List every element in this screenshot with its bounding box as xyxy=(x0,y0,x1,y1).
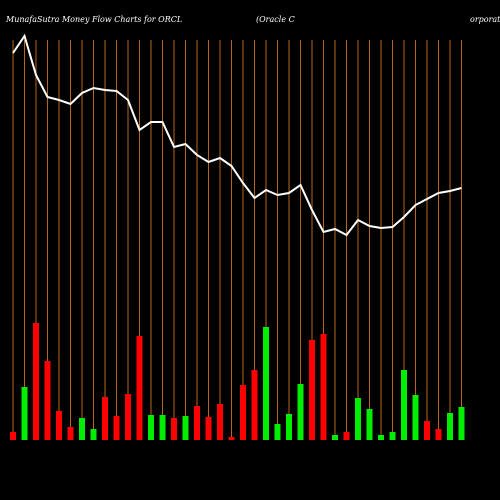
bar xyxy=(171,418,177,440)
price-line xyxy=(12,33,462,237)
bar xyxy=(320,334,327,440)
bar xyxy=(366,409,373,440)
bar xyxy=(33,323,39,440)
bar xyxy=(217,404,223,440)
bar xyxy=(90,429,97,440)
bar xyxy=(378,435,384,440)
bar xyxy=(10,432,16,440)
bar xyxy=(263,327,269,440)
bar xyxy=(355,398,361,440)
bar xyxy=(159,415,166,440)
bar xyxy=(182,416,189,440)
bar xyxy=(240,385,246,440)
bar xyxy=(458,407,465,440)
bar xyxy=(102,397,108,440)
bar xyxy=(228,437,235,440)
chart-subtitle: orporation) xyxy=(470,15,500,24)
bar xyxy=(424,421,430,440)
bar xyxy=(148,415,154,440)
bar xyxy=(274,424,281,440)
chart-subtitle: (Oracle C xyxy=(256,15,295,24)
bar xyxy=(447,413,453,440)
bar xyxy=(332,435,338,440)
bar xyxy=(205,417,212,440)
bar xyxy=(79,418,85,440)
bar xyxy=(286,414,292,440)
bar xyxy=(343,432,350,440)
bar xyxy=(435,429,442,440)
bar xyxy=(401,370,407,440)
bar xyxy=(412,395,419,440)
bar xyxy=(67,427,74,440)
bar xyxy=(251,370,258,440)
bar xyxy=(194,406,200,440)
bar xyxy=(113,416,120,440)
bar xyxy=(21,387,28,440)
bar xyxy=(44,361,51,440)
bar xyxy=(297,384,304,440)
bar xyxy=(389,432,396,440)
bar xyxy=(56,411,62,440)
bar xyxy=(136,336,143,440)
bar xyxy=(309,340,315,440)
bar xyxy=(125,394,131,440)
chart-title: MunafaSutra Money Flow Charts for ORCL xyxy=(5,15,182,24)
